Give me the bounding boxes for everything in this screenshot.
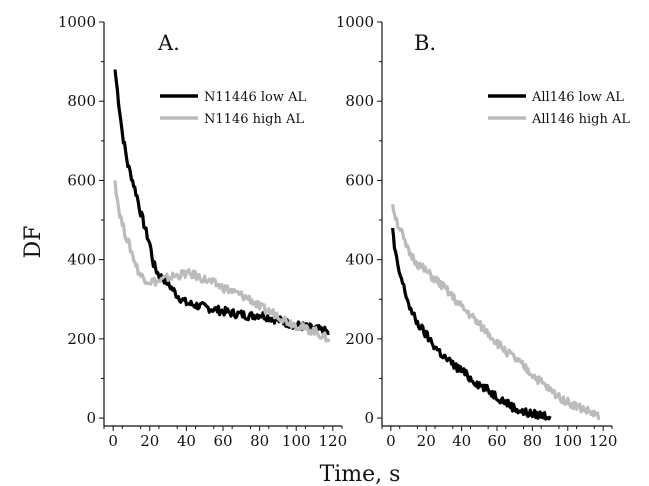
panel-b: 0 200 400 600 800 1000 0 20 40 60 80 100 120 B. All146…: [336, 13, 631, 450]
x-tick-label: 80: [250, 432, 269, 450]
legend-label: N1146 high AL: [204, 112, 304, 127]
series-line: [391, 203, 601, 421]
y-tick-label: 400: [67, 251, 96, 269]
series-line: [113, 180, 331, 343]
y-tick-label: 0: [86, 409, 96, 427]
y-tick-label: 600: [67, 171, 96, 189]
x-tick-label: 0: [386, 432, 396, 450]
y-axis-label: DF: [21, 226, 46, 259]
y-tick-label: 1000: [58, 13, 96, 31]
y-tick-label: 800: [345, 92, 374, 110]
legend-label: All146 low AL: [531, 90, 624, 105]
panel-label: A.: [157, 31, 180, 55]
x-tick-label: 60: [213, 432, 232, 450]
x-tick-label: 120: [589, 432, 618, 450]
series-line: [113, 69, 330, 337]
series-line: [391, 227, 552, 421]
y-tick-label: 600: [345, 171, 374, 189]
x-tick-label: 120: [319, 432, 348, 450]
panel-a: 0 200 400 600 800 1000 0 20 40 60 80 100 120 A. N11446…: [58, 13, 347, 450]
x-tick-label: 40: [452, 432, 471, 450]
x-tick-label: 60: [487, 432, 506, 450]
x-tick-label: 40: [177, 432, 196, 450]
y-tick-label: 400: [345, 251, 374, 269]
x-tick-label: 100: [553, 432, 582, 450]
legend-label: All146 high AL: [531, 112, 630, 127]
x-tick-label: 20: [140, 432, 159, 450]
y-tick-label: 1000: [336, 13, 374, 31]
y-tick-label: 200: [345, 330, 374, 348]
x-tick-label: 20: [417, 432, 436, 450]
legend-label: N11446 low AL: [204, 90, 306, 105]
x-tick-label: 0: [108, 432, 118, 450]
x-axis-label: Time, s: [320, 462, 401, 486]
panel-label: B.: [414, 31, 436, 55]
y-tick-label: 800: [67, 92, 96, 110]
y-tick-label: 200: [67, 330, 96, 348]
x-tick-label: 100: [282, 432, 311, 450]
y-tick-label: 0: [364, 409, 374, 427]
x-tick-label: 80: [523, 432, 542, 450]
